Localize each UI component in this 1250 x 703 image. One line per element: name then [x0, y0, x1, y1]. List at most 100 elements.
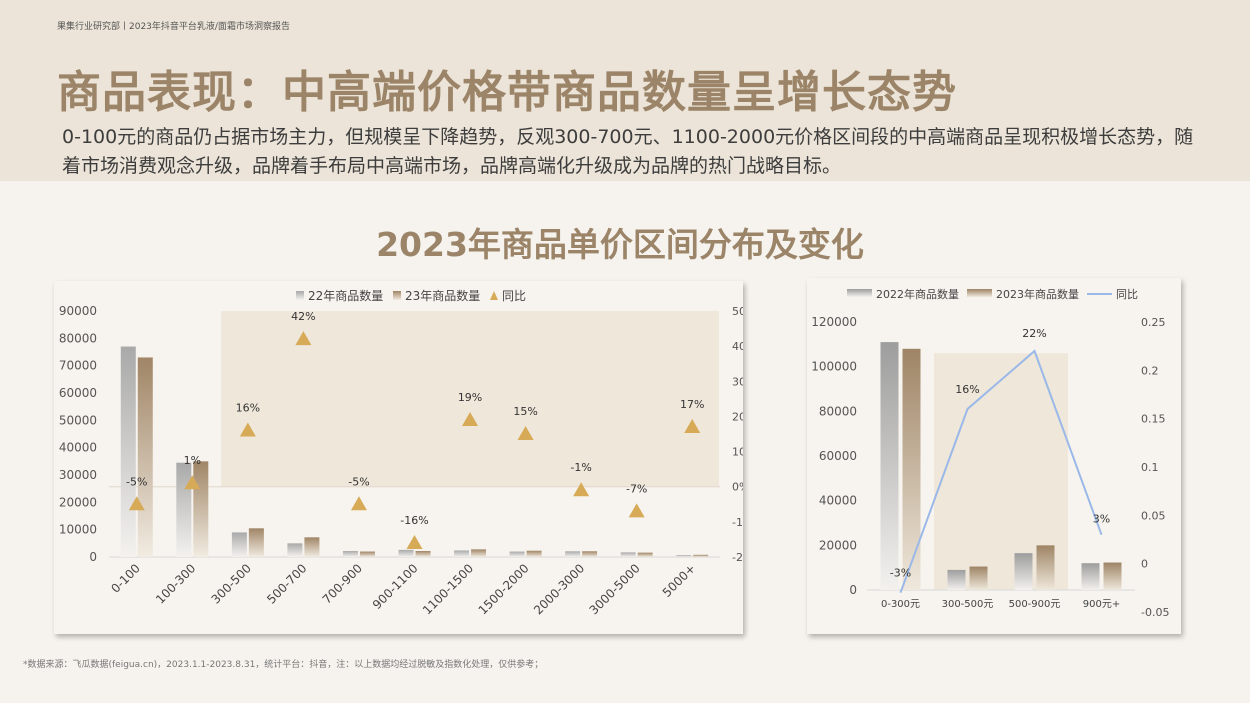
yoy-marker	[350, 496, 367, 511]
legend-swatch-2023	[393, 291, 401, 300]
bar-2023	[415, 550, 431, 557]
price-range-chart-card: 90000 80000 70000 60000 50000 40000 30000 20000…	[54, 281, 743, 634]
yoy-marker	[684, 418, 701, 433]
bar-2022	[120, 346, 136, 557]
yoy-label: 3%	[1093, 513, 1110, 526]
x-tick-label: 3000-5000	[587, 561, 643, 617]
y2-tick-label: 0.05	[1141, 509, 1166, 522]
source-note: *数据来源：飞瓜数据(feigua.cn)，2023.1.1-2023.8.31…	[23, 660, 544, 670]
bar-2022	[620, 552, 636, 557]
summary-text: 0-100元的商品仍占据市场主力，但规模呈下降趋势，反观300-700元、110…	[62, 126, 1194, 177]
yoy-label: -5%	[348, 475, 369, 488]
bar-2023	[969, 566, 988, 590]
bar-2023	[526, 550, 542, 557]
x-tick-label: 5000+	[660, 561, 699, 600]
report-label: 果集行业研究部丨2023年抖音平台乳液/面霜市场洞察报告	[57, 22, 290, 32]
bar-2023	[902, 348, 921, 590]
yoy-marker	[628, 503, 645, 518]
y-tick-label: 90000	[59, 304, 97, 318]
yoy-label: 1%	[184, 454, 201, 467]
yoy-label: -3%	[890, 567, 911, 580]
y2-tick-label: 0.2	[1141, 364, 1159, 377]
bar-2022	[342, 550, 358, 557]
bar-2023	[693, 554, 709, 557]
x-tick-label: 1100-1500	[420, 561, 476, 617]
x-tick-label: 100-300	[153, 561, 198, 606]
x-tick-label: 900元+	[1083, 599, 1120, 610]
y-tick-label: 20000	[819, 538, 857, 552]
legend-swatch-2022	[296, 291, 304, 300]
bar-2022	[676, 555, 692, 557]
yoy-label: -5%	[126, 475, 147, 488]
page-title: 商品表现：中高端价格带商品数量呈增长态势	[57, 67, 957, 118]
y2-tick-label: -10%	[732, 516, 743, 529]
legend-label-2022: 2022年商品数量	[876, 287, 959, 301]
yoy-marker	[239, 422, 256, 437]
y-tick-label: 0	[849, 583, 857, 597]
legend-label-yoy: 同比	[1116, 288, 1138, 301]
yoy-label: 15%	[513, 405, 537, 418]
yoy-label: 16%	[236, 401, 260, 414]
y2-tick-label: 10%	[732, 446, 743, 459]
bar-2023	[137, 357, 153, 557]
yoy-label: 16%	[955, 383, 979, 396]
x-tick-label: 300-500元	[942, 599, 994, 610]
bar-2022	[231, 532, 247, 557]
y2-tick-label: -0.05	[1141, 606, 1169, 619]
y-tick-label: 100000	[811, 360, 857, 374]
price-range-chart: 90000 80000 70000 60000 50000 40000 30000 20000…	[59, 288, 743, 617]
bar-2022	[509, 551, 525, 557]
x-tick-label: 700-900	[320, 561, 365, 606]
y2-tick-label: 20%	[732, 410, 743, 423]
yoy-label: -16%	[400, 514, 428, 527]
x-tick-label: 1500-2000	[476, 561, 532, 617]
y-tick-label: 60000	[59, 386, 97, 400]
yoy-label: -1%	[570, 461, 591, 474]
legend-swatch-yoy	[490, 291, 498, 300]
bar-2023	[248, 528, 264, 557]
bar-2023	[359, 551, 375, 557]
y-tick-label: 30000	[59, 468, 97, 482]
bar-2022	[454, 550, 470, 557]
legend-label-yoy: 同比	[502, 289, 526, 303]
yoy-label: 22%	[1022, 327, 1046, 340]
bar-2022	[287, 543, 303, 557]
y2-tick-label: 0.15	[1141, 413, 1166, 426]
bar-2022	[1014, 553, 1033, 590]
x-tick-label: 0-100	[108, 561, 143, 596]
yoy-marker	[406, 534, 423, 549]
x-tick-label: 2000-3000	[531, 561, 587, 617]
bar-2023	[582, 551, 598, 557]
y-tick-label: 80000	[819, 404, 857, 418]
legend-swatch-2022	[847, 289, 872, 297]
yoy-label: -7%	[626, 482, 647, 495]
y-tick-label: 40000	[819, 494, 857, 508]
y-tick-label: 50000	[59, 413, 97, 427]
y2-tick-label: 0%	[732, 481, 743, 494]
bar-2022	[947, 569, 966, 590]
yoy-label: 19%	[458, 391, 482, 404]
yoy-marker	[184, 475, 201, 490]
yoy-marker	[128, 496, 145, 511]
y2-tick-label: -20%	[732, 551, 743, 564]
x-tick-label: 0-300元	[881, 599, 920, 610]
y-tick-label: 20000	[59, 495, 97, 509]
legend-label-2023: 23年商品数量	[405, 288, 480, 303]
legend-label-2022: 22年商品数量	[308, 288, 383, 303]
x-tick-label: 500-700	[264, 561, 309, 606]
yoy-label: 42%	[291, 310, 315, 323]
bar-2023	[637, 552, 653, 557]
legend-label-2023: 2023年商品数量	[996, 287, 1079, 301]
y2-tick-label: 0.1	[1141, 461, 1159, 474]
yoy-marker	[462, 411, 479, 426]
bar-2022	[565, 551, 581, 557]
x-tick-label: 900-1100	[370, 561, 421, 612]
y2-tick-label: 0.25	[1141, 316, 1166, 329]
y-tick-label: 0	[89, 550, 97, 564]
bar-2023	[1103, 562, 1122, 590]
y2-tick-label: 50%	[732, 305, 743, 318]
bar-2022	[176, 462, 192, 557]
yoy-marker	[295, 331, 312, 346]
y-tick-label: 70000	[59, 359, 97, 373]
y-tick-label: 60000	[819, 449, 857, 463]
